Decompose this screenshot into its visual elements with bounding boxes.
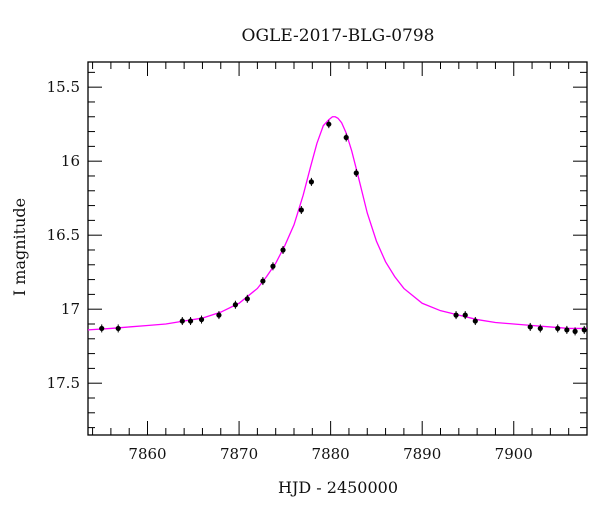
- model-curve: [88, 116, 587, 331]
- data-point: [280, 247, 286, 253]
- data-point: [187, 318, 194, 324]
- y-tick-label: 15.5: [47, 78, 80, 96]
- axis-tick-labels: 7860 7870 7880 7890 7900 15.5 16 16.5 17 17.5: [47, 78, 533, 463]
- y-tick-label: 16: [61, 152, 80, 170]
- data-point: [244, 296, 250, 302]
- data-point: [353, 170, 359, 176]
- data-point: [555, 325, 561, 332]
- data-point: [462, 312, 468, 318]
- data-point: [572, 328, 578, 334]
- data-point: [99, 325, 105, 332]
- y-axis-label: I magnitude: [10, 198, 29, 296]
- data-point: [343, 134, 349, 141]
- data-point: [115, 325, 121, 332]
- data-point: [537, 325, 543, 332]
- data-point: [216, 312, 222, 318]
- data-point: [564, 327, 570, 333]
- y-tick-label: 16.5: [47, 226, 80, 244]
- data-point: [581, 327, 587, 333]
- plot-frame: [87, 61, 588, 436]
- data-point: [308, 179, 315, 185]
- x-tick-label: 7880: [312, 445, 350, 463]
- x-tick-label: 7900: [495, 445, 533, 463]
- x-axis-label: HJD - 2450000: [278, 478, 398, 497]
- data-point: [326, 121, 332, 127]
- data-point: [198, 316, 205, 323]
- data-point: [298, 207, 304, 213]
- y-tick-label: 17: [61, 300, 80, 318]
- x-tick-label: 7870: [220, 445, 258, 463]
- x-tick-label: 7890: [403, 445, 441, 463]
- data-point: [270, 263, 276, 269]
- data-point: [472, 318, 478, 324]
- data-point: [260, 278, 266, 284]
- y-tick-label: 17.5: [47, 374, 80, 392]
- data-point: [453, 312, 459, 318]
- chart-title: OGLE-2017-BLG-0798: [242, 26, 435, 46]
- data-point: [527, 324, 533, 330]
- data-points: [99, 120, 587, 336]
- data-point: [179, 318, 185, 324]
- axis-ticks: [88, 62, 588, 435]
- x-tick-label: 7860: [128, 445, 166, 463]
- data-point: [232, 302, 239, 308]
